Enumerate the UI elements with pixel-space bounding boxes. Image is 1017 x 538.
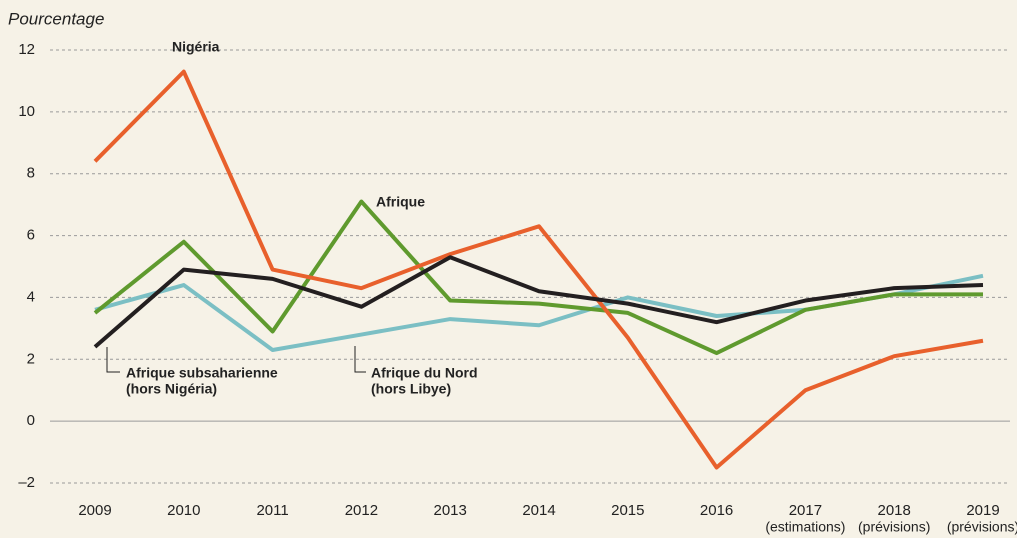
y-tick-label: 8 <box>27 165 35 182</box>
x-tick-label: 2017 <box>789 502 822 519</box>
x-tick-note: (prévisions) <box>858 519 930 535</box>
x-tick-label: 2009 <box>78 502 111 519</box>
y-tick-label: 4 <box>27 288 35 305</box>
series-label-note: (hors Libye) <box>371 381 451 397</box>
y-tick-label: –2 <box>18 474 35 491</box>
y-tick-label: 2 <box>27 350 35 367</box>
x-tick-label: 2010 <box>167 502 200 519</box>
series-label: Afrique <box>376 194 425 210</box>
series-line <box>93 199 983 356</box>
series-label: Nigéria <box>172 39 220 55</box>
series-label-note: (hors Nigéria) <box>126 381 217 397</box>
x-tick-label: 2019 <box>966 502 999 519</box>
series-label: Afrique du Nord <box>371 365 478 381</box>
y-tick-label: 0 <box>27 412 35 429</box>
x-tick-note: (prévisions) <box>947 519 1017 535</box>
x-tick-label: 2015 <box>611 502 644 519</box>
y-tick-label: 12 <box>18 41 35 58</box>
x-tick-label: 2011 <box>256 502 288 519</box>
y-tick-label: 6 <box>27 227 35 244</box>
y-tick-label: 10 <box>18 103 35 120</box>
x-tick-label: 2018 <box>878 502 911 519</box>
y-axis-label: Pourcentage <box>8 9 104 28</box>
series-line <box>93 69 984 470</box>
series-label: Afrique subsaharienne <box>126 365 278 381</box>
x-tick-label: 2014 <box>522 502 555 519</box>
x-tick-note: (estimations) <box>765 519 845 535</box>
series-line <box>93 255 984 349</box>
x-tick-label: 2013 <box>434 502 467 519</box>
x-tick-label: 2012 <box>345 502 378 519</box>
label-leader <box>354 346 366 373</box>
label-leader <box>106 347 120 373</box>
x-tick-label: 2016 <box>700 502 733 519</box>
